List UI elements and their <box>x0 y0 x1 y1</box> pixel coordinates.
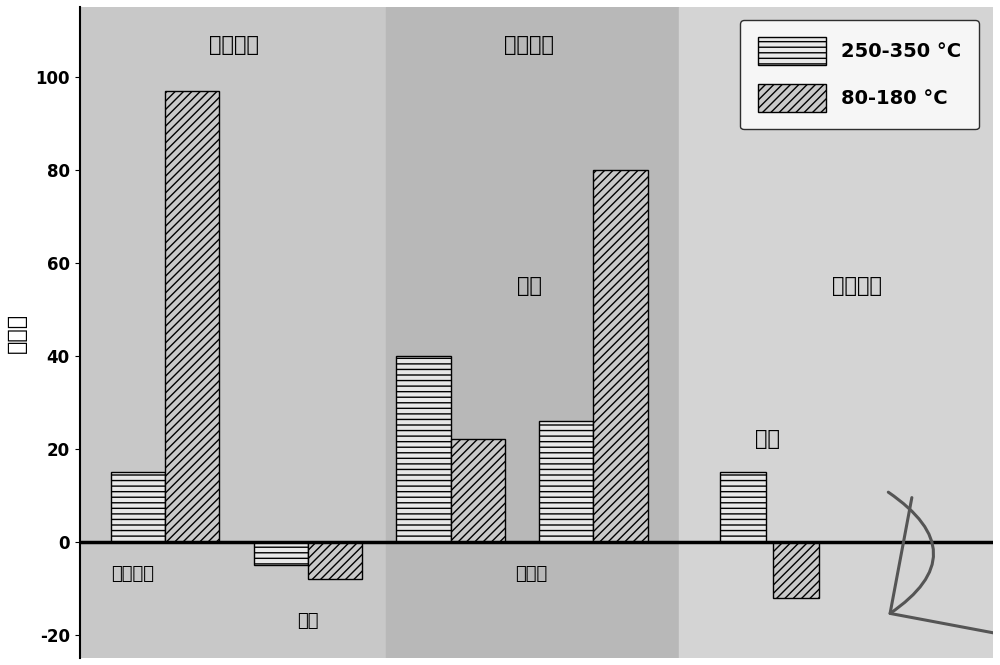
Bar <box>679 7 993 658</box>
FancyArrowPatch shape <box>888 492 1000 635</box>
Bar <box>396 356 451 542</box>
Text: 氢气: 氢气 <box>297 612 319 630</box>
Legend: 250-350 °C, 80-180 °C: 250-350 °C, 80-180 °C <box>740 20 979 130</box>
Bar <box>165 90 219 542</box>
Bar <box>593 170 648 542</box>
Y-axis label: 灵敏度: 灵敏度 <box>7 313 27 352</box>
Bar <box>308 542 362 579</box>
Text: 双向响应: 双向响应 <box>832 276 882 296</box>
Text: 单向响应: 单向响应 <box>504 35 554 55</box>
Bar <box>720 472 766 542</box>
Text: 丙酮: 丙酮 <box>517 276 542 296</box>
Text: 单向响应: 单向响应 <box>209 35 259 55</box>
Text: 二氧化氮: 二氧化氮 <box>111 565 154 583</box>
Bar <box>111 472 165 542</box>
Bar <box>539 421 593 542</box>
Bar <box>79 7 386 658</box>
Text: 酒精: 酒精 <box>755 430 780 450</box>
Bar <box>254 542 308 565</box>
Bar <box>386 7 679 658</box>
Bar <box>451 440 505 542</box>
Text: 硫化氢: 硫化氢 <box>515 565 547 583</box>
Bar <box>773 542 819 598</box>
